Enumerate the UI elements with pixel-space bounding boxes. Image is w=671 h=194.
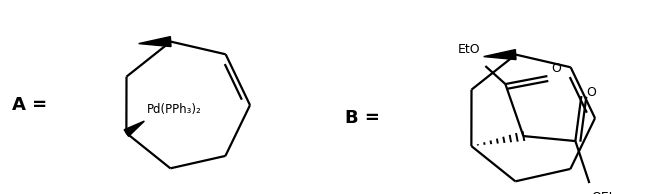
Text: Pd(PPh₃)₂: Pd(PPh₃)₂ [148,103,202,116]
Text: OEt: OEt [591,191,614,194]
Text: EtO: EtO [458,43,480,56]
Text: O: O [586,86,597,99]
Text: B =: B = [345,109,380,127]
Text: A =: A = [12,96,47,114]
Polygon shape [484,50,516,60]
Text: O: O [552,61,561,74]
Polygon shape [139,37,171,47]
Polygon shape [124,121,144,136]
